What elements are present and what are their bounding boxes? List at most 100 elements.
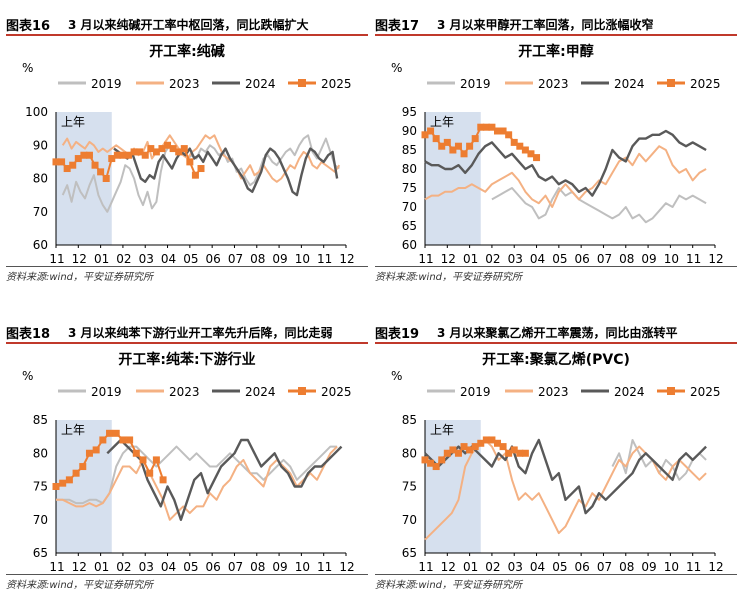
series-point-2025 (119, 151, 127, 159)
series-point-2025 (443, 138, 451, 146)
x-tick-label: 09 (641, 560, 656, 574)
x-tick-label: 11 (49, 560, 64, 574)
x-tick-label: 03 (139, 252, 154, 266)
x-tick-label: 01 (94, 560, 109, 574)
x-tick-label: 05 (183, 560, 198, 574)
legend-label-2023: 2023 (169, 77, 200, 91)
y-tick-label: 90 (402, 124, 417, 138)
x-tick-label: 10 (295, 252, 310, 266)
panel-soda-ash: 图表16 3 月以来纯碱开工率中枢回落，同比跌幅扩大 开工率:纯碱% 2019 20… (6, 14, 368, 284)
x-tick-label: 03 (508, 252, 523, 266)
series-line-2023 (424, 145, 707, 208)
source-divider (375, 574, 737, 575)
series-point-2025 (438, 456, 446, 464)
series-point-2025 (427, 459, 435, 467)
legend-label-2023: 2023 (169, 385, 200, 399)
line-chart: 开工率:聚氯乙烯(PVC)% 2019 2023 2024 2025 上年 65 70 75 80… (391, 351, 724, 574)
series-point-2025 (164, 141, 172, 149)
panel-header: 图表16 3 月以来纯碱开工率中枢回落，同比跌幅扩大 (6, 14, 368, 36)
x-tick-label: 12 (339, 560, 354, 574)
series-point-2025 (141, 151, 149, 159)
y-tick-label: 100 (25, 105, 48, 119)
series-point-2025 (527, 150, 535, 158)
x-tick-label: 08 (250, 252, 265, 266)
series-point-2025 (119, 436, 127, 444)
x-tick-label: 12 (441, 560, 456, 574)
series-point-2025 (97, 168, 105, 176)
shade-label: 上年 (430, 423, 454, 437)
y-tick-label: 65 (33, 546, 48, 560)
series-point-2025 (59, 479, 67, 487)
legend-label-2023: 2023 (538, 77, 569, 91)
series-point-2025 (443, 449, 451, 457)
figure-label: 图表18 (6, 327, 51, 342)
series-line-2023 (61, 134, 341, 183)
x-tick-label: 02 (485, 252, 500, 266)
series-point-2025 (466, 142, 474, 150)
legend-label-2025: 2025 (321, 77, 352, 91)
y-unit-label: % (22, 61, 33, 75)
x-tick-label: 12 (708, 560, 723, 574)
figure-label: 图表17 (375, 19, 420, 34)
figure-heading: 3 月以来纯苯下游行业开工率先升后降，同比走弱 (68, 326, 333, 340)
series-point-2025 (454, 142, 462, 150)
y-tick-label: 75 (402, 480, 417, 494)
x-tick-label: 12 (72, 560, 87, 574)
panel-methanol: 图表17 3 月以来甲醇开工率回落，同比涨幅收窄 开工率:甲醇% 2019 2023… (375, 14, 737, 284)
x-tick-label: 10 (295, 560, 310, 574)
series-line-2024 (113, 147, 339, 197)
series-point-2025 (158, 145, 166, 153)
x-tick-label: 09 (272, 560, 287, 574)
legend-label-2024: 2024 (614, 77, 645, 91)
y-unit-label: % (22, 369, 33, 383)
series-point-2025 (505, 131, 513, 139)
series-point-2025 (169, 145, 177, 153)
x-tick-label: 11 (418, 252, 433, 266)
x-tick-label: 06 (575, 252, 590, 266)
series-point-2025 (482, 436, 490, 444)
panel-pvc: 图表19 3 月以来聚氯乙烯开工率震荡，同比由涨转平 开工率:聚氯乙烯(PVC)… (375, 322, 737, 592)
x-tick-label: 11 (418, 560, 433, 574)
figure-heading: 3 月以来纯碱开工率中枢回落，同比跌幅扩大 (68, 18, 309, 32)
series-point-2025 (510, 138, 518, 146)
series-point-2025 (499, 443, 507, 451)
x-tick-label: 09 (641, 252, 656, 266)
series-point-2025 (516, 449, 524, 457)
y-tick-label: 60 (33, 238, 48, 252)
x-tick-label: 04 (530, 252, 545, 266)
series-point-2025 (69, 161, 77, 169)
y-tick-label: 80 (33, 172, 48, 186)
series-point-2025 (510, 446, 518, 454)
series-point-2025 (58, 158, 66, 166)
chart-title: 开工率:纯苯:下游行业 (118, 351, 255, 368)
series-point-2025 (180, 145, 188, 153)
y-tick-label: 80 (402, 162, 417, 176)
x-tick-label: 01 (94, 252, 109, 266)
series-point-2025 (79, 463, 87, 471)
series-point-2025 (521, 146, 529, 154)
source-note: 资料来源:wind，平安证券研究所 (375, 272, 523, 283)
series-point-2025 (533, 154, 541, 162)
y-tick-label: 65 (402, 219, 417, 233)
y-tick-label: 75 (402, 181, 417, 195)
series-point-2025 (449, 446, 457, 454)
series-point-2025 (52, 158, 60, 166)
series-point-2025 (85, 151, 93, 159)
series-point-2025 (197, 165, 205, 173)
chart-title: 开工率:聚氯乙烯(PVC) (482, 351, 630, 368)
series-point-2025 (152, 456, 160, 464)
series-point-2025 (112, 429, 120, 437)
y-unit-label: % (391, 369, 402, 383)
x-tick-label: 05 (552, 560, 567, 574)
legend-marker-2025 (298, 79, 306, 87)
legend-marker-2025 (667, 387, 675, 395)
source-divider (375, 266, 737, 267)
x-tick-label: 11 (317, 560, 332, 574)
series-point-2025 (460, 443, 468, 451)
series-point-2025 (499, 127, 507, 135)
legend-label-2025: 2025 (690, 385, 721, 399)
x-tick-label: 07 (228, 560, 243, 574)
x-tick-label: 11 (686, 560, 701, 574)
prior-year-shade (425, 420, 481, 553)
series-point-2025 (421, 456, 429, 464)
